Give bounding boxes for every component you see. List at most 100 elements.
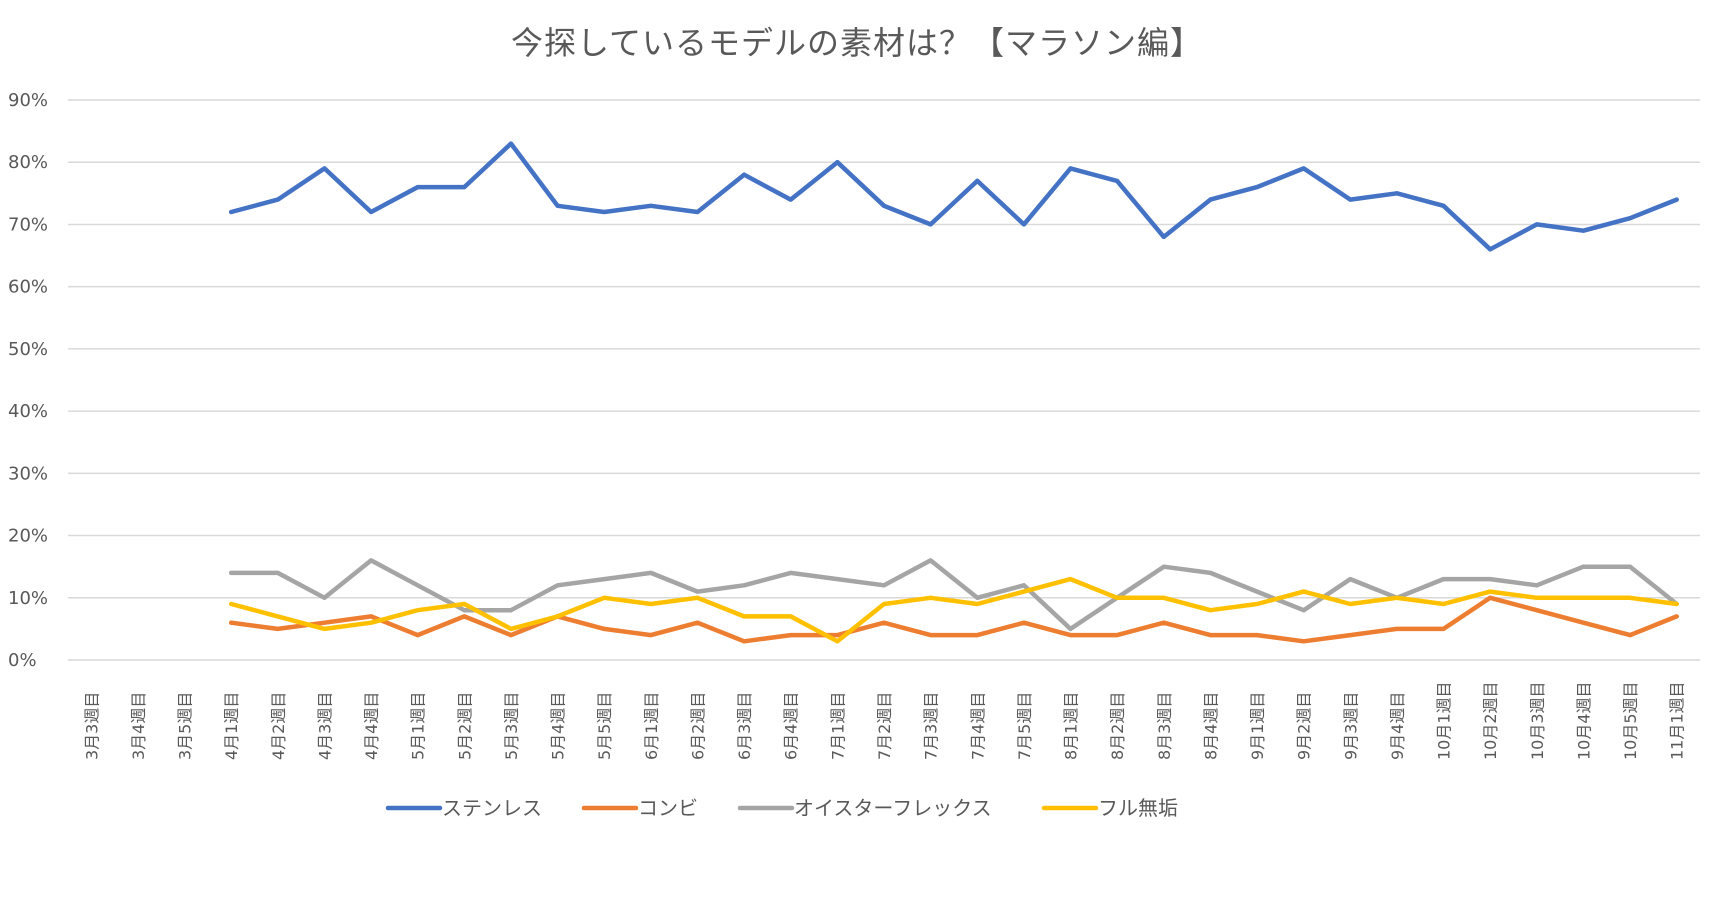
data-point xyxy=(415,633,420,638)
data-point xyxy=(1301,589,1306,594)
data-point xyxy=(1394,191,1399,196)
data-point xyxy=(1394,595,1399,600)
data-point xyxy=(1441,203,1446,208)
y-tick-label: 40% xyxy=(8,401,48,422)
data-point xyxy=(648,602,653,606)
data-point xyxy=(415,185,420,190)
x-tick-label: 3月4週目 xyxy=(129,692,148,760)
data-point xyxy=(695,595,700,600)
data-point xyxy=(835,639,840,644)
data-point xyxy=(1301,639,1306,644)
data-point xyxy=(928,633,933,638)
data-point xyxy=(1581,620,1586,625)
x-tick-label: 10月1週目 xyxy=(1435,681,1454,760)
data-point xyxy=(1161,595,1166,600)
x-tick-label: 8月3週目 xyxy=(1155,692,1174,760)
data-point xyxy=(369,614,374,619)
data-point xyxy=(928,558,933,563)
data-point xyxy=(788,570,793,575)
x-tick-label: 7月1週目 xyxy=(828,692,847,760)
x-tick-label: 8月1週目 xyxy=(1062,692,1081,760)
data-point xyxy=(1161,620,1166,625)
data-point xyxy=(1115,595,1120,600)
data-point xyxy=(1441,626,1446,631)
data-point xyxy=(695,589,700,594)
data-point xyxy=(602,626,607,631)
data-point xyxy=(1534,608,1539,613)
x-tick-label: 5月4週目 xyxy=(549,692,568,760)
data-point xyxy=(275,626,280,631)
data-point xyxy=(1255,602,1260,606)
data-point xyxy=(229,210,234,214)
data-point xyxy=(229,570,234,575)
data-point xyxy=(1255,589,1260,594)
data-point xyxy=(229,602,234,606)
x-tick-label: 6月1週目 xyxy=(642,692,661,760)
data-point xyxy=(1628,216,1633,221)
series-line xyxy=(228,576,1679,644)
data-point xyxy=(1068,626,1073,631)
x-tick-label: 9月3週目 xyxy=(1341,692,1360,760)
data-point xyxy=(462,602,467,606)
x-tick-label: 9月2週目 xyxy=(1295,692,1314,760)
data-point xyxy=(1534,222,1539,227)
data-point xyxy=(322,626,327,631)
data-point xyxy=(508,633,513,638)
data-point xyxy=(1208,633,1213,638)
data-point xyxy=(1674,197,1679,202)
data-point xyxy=(1581,228,1586,233)
x-tick-label: 8月4週目 xyxy=(1201,692,1220,760)
y-tick-label: 20% xyxy=(8,526,48,547)
x-tick-label: 3月3週目 xyxy=(82,692,101,760)
x-tick-label: 6月4週目 xyxy=(782,692,801,760)
y-tick-label: 10% xyxy=(8,588,48,609)
data-point xyxy=(462,185,467,190)
data-point xyxy=(788,614,793,619)
data-point xyxy=(229,620,234,625)
x-tick-label: 10月3週目 xyxy=(1528,681,1547,760)
data-point xyxy=(415,583,420,588)
x-tick-label: 7月4週目 xyxy=(968,692,987,760)
data-point xyxy=(1208,197,1213,202)
x-tick-label: 5月2週目 xyxy=(455,692,474,760)
data-point xyxy=(835,160,840,165)
data-point xyxy=(928,222,933,227)
x-tick-label: 9月1週目 xyxy=(1248,692,1267,760)
y-tick-label: 80% xyxy=(8,152,48,173)
data-point xyxy=(275,197,280,202)
data-point xyxy=(1255,185,1260,190)
data-point xyxy=(602,210,607,214)
data-point xyxy=(975,602,980,606)
x-tick-label: 10月4週目 xyxy=(1574,681,1593,760)
data-point xyxy=(975,595,980,600)
x-tick-label: 7月3週目 xyxy=(922,692,941,760)
data-point xyxy=(1068,166,1073,171)
data-point xyxy=(322,166,327,171)
x-axis-ticks: 3月3週目 3月4週目 3月5週目 4月1週目 4月2週目 4月3週目 4月4週目 5月1週目… xyxy=(82,681,1686,760)
data-point xyxy=(695,210,700,214)
data-point xyxy=(415,608,420,613)
y-tick-label: 50% xyxy=(8,339,48,360)
data-point xyxy=(1021,222,1026,227)
data-point xyxy=(882,583,886,588)
data-point xyxy=(508,141,513,146)
data-point xyxy=(835,577,840,582)
data-point xyxy=(1488,595,1493,600)
x-tick-label: 10月5週目 xyxy=(1621,681,1640,760)
data-point xyxy=(1628,564,1633,569)
legend-label: コンビ xyxy=(638,796,698,820)
x-tick-label: 3月5週目 xyxy=(176,692,195,760)
data-point xyxy=(1021,589,1026,594)
data-point xyxy=(508,626,513,631)
data-point xyxy=(1441,602,1446,606)
data-point xyxy=(1394,626,1399,631)
data-point xyxy=(602,595,607,600)
x-tick-label: 4月1週目 xyxy=(222,692,241,760)
data-point xyxy=(1348,577,1353,582)
data-point xyxy=(1488,589,1493,594)
data-point xyxy=(648,570,653,575)
data-point xyxy=(788,197,793,202)
data-point xyxy=(1534,583,1539,588)
series-line xyxy=(228,595,1679,644)
